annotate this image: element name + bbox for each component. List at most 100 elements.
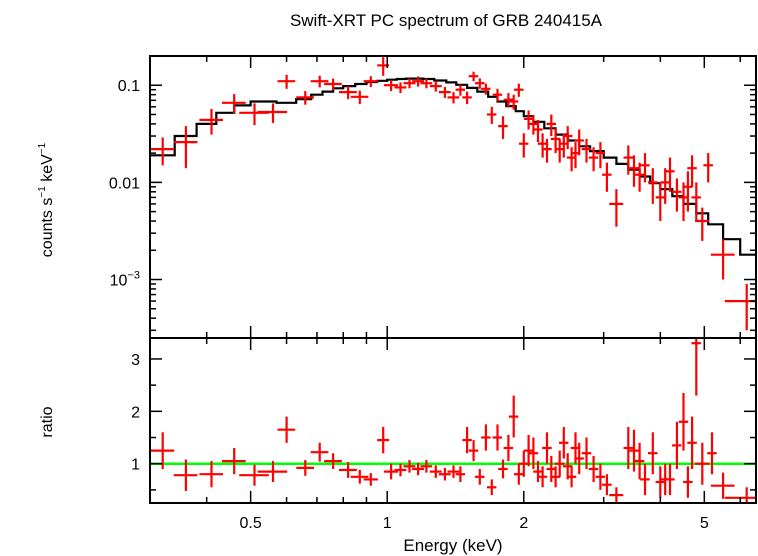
ratio-point	[324, 453, 342, 469]
ratio-point	[475, 469, 485, 485]
spectrum-point	[533, 119, 543, 143]
ratio-point	[377, 427, 390, 454]
ratio-point	[634, 442, 645, 480]
ratio-point	[678, 393, 689, 451]
ratio-point	[566, 466, 577, 488]
spectrum-point	[665, 157, 675, 192]
ratio-point	[403, 460, 416, 473]
ratio-point	[574, 442, 584, 475]
ratio-point	[519, 450, 529, 477]
ratio-point	[173, 459, 198, 491]
ratio-point	[528, 437, 539, 469]
ratio-point	[559, 427, 569, 459]
ratio-point	[683, 466, 693, 498]
top-data-points	[150, 57, 756, 331]
spectrum-point	[574, 129, 584, 156]
spectrum-point	[296, 91, 314, 105]
spectrum-point	[724, 284, 756, 331]
ratio-point	[447, 465, 460, 478]
spectrum-point	[257, 103, 288, 123]
ratio-point	[420, 460, 433, 473]
spectrum-point	[394, 82, 407, 94]
axis-ticks: 0.5 1 2 5 0.1 0.01 10−3 1 2 3	[109, 55, 756, 532]
ratio-point	[394, 463, 407, 477]
ratio-point	[595, 463, 605, 490]
spectrum-point	[350, 90, 369, 105]
ratio-point	[588, 455, 599, 482]
spectrum-point	[563, 126, 573, 150]
spectrum-point	[173, 126, 198, 169]
spectrum-point	[455, 84, 466, 96]
ratio-point	[609, 487, 624, 503]
model-step-line	[150, 77, 756, 256]
ratio-point	[623, 427, 633, 469]
ratio-point	[514, 463, 524, 485]
bottom-y-tick-label: 3	[131, 352, 140, 369]
ratio-point	[296, 460, 314, 476]
ratio-point	[533, 461, 543, 482]
bottom-data-points	[150, 338, 756, 503]
spectrum-point	[239, 103, 269, 125]
spectrum-point	[199, 109, 223, 135]
ratio-point	[150, 432, 175, 469]
x-tick-label: 2	[519, 515, 528, 532]
ratio-point	[508, 395, 519, 438]
ratio-point	[257, 461, 288, 482]
ratio-point	[655, 466, 665, 498]
spectrum-point	[588, 147, 599, 172]
spectrum-point	[498, 116, 508, 139]
ratio-point	[199, 461, 223, 488]
ratio-point	[363, 473, 378, 486]
spectrum-point	[687, 155, 697, 187]
spectrum-point	[403, 78, 416, 89]
spectrum-point	[710, 239, 735, 280]
ratio-point	[339, 462, 357, 478]
ratio-point	[542, 432, 552, 464]
spectrum-point	[581, 138, 592, 163]
spectrum-point	[481, 83, 491, 95]
x-tick-label: 1	[383, 515, 392, 532]
top-y-tick-label: 0.1	[118, 78, 140, 95]
ratio-point	[429, 465, 442, 478]
spectrum-point	[648, 168, 658, 204]
spectrum-point	[609, 189, 624, 227]
spectrum-point	[222, 94, 246, 114]
x-tick-label: 5	[700, 515, 709, 532]
x-axis-label: Energy (keV)	[403, 536, 502, 555]
ratio-point	[481, 424, 491, 451]
spectrum-point	[640, 153, 650, 183]
spectrum-point	[595, 142, 605, 169]
ratio-point	[710, 472, 735, 499]
spectrum-point	[150, 137, 175, 166]
spectrum-point	[660, 168, 670, 204]
bottom-y-axis-label: ratio	[39, 406, 56, 437]
spectrum-point	[383, 80, 399, 92]
spectrum-point	[339, 86, 357, 100]
ratio-point	[695, 442, 710, 485]
spectrum-point	[438, 87, 451, 98]
ratio-point	[239, 464, 269, 486]
ratio-point	[640, 463, 650, 496]
spectrum-point	[528, 115, 539, 135]
plot-frames	[149, 55, 757, 504]
ratio-point	[412, 462, 424, 476]
spectrum-point	[363, 76, 378, 87]
spectrum-point	[703, 153, 713, 183]
ratio-point	[498, 459, 508, 479]
spectrum-point	[523, 110, 534, 130]
ratio-point	[537, 466, 548, 488]
top-y-axis-label: counts s−1 keV−1	[37, 142, 56, 257]
chart-title: Swift-XRT PC spectrum of GRB 240415A	[290, 11, 603, 30]
x-tick-label: 0.5	[240, 515, 262, 532]
bottom-y-tick-label: 1	[131, 457, 140, 474]
ratio-point	[222, 448, 246, 475]
ratio-point	[350, 470, 369, 484]
spectrum-point	[678, 182, 689, 221]
ratio-point	[468, 440, 479, 462]
ratio-point	[672, 421, 682, 469]
ratio-point	[492, 424, 503, 451]
spectrum-point	[412, 76, 424, 87]
ratio-point	[581, 437, 592, 469]
spectrum-point	[537, 133, 548, 158]
ratio-point	[665, 463, 675, 496]
